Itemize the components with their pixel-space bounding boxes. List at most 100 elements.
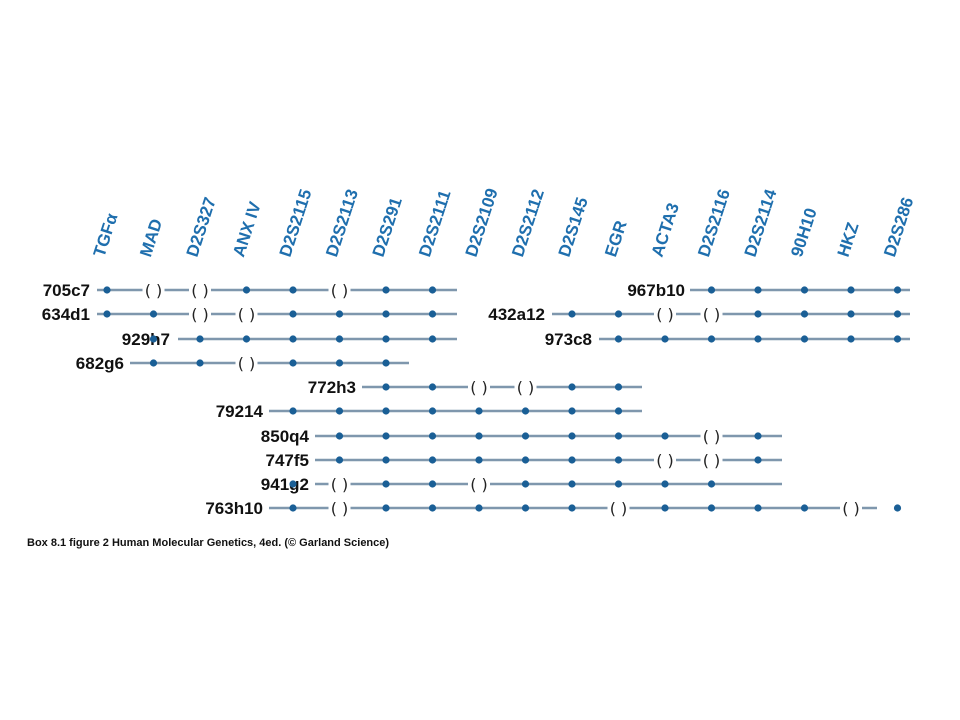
sts-positive-dot [754, 456, 762, 464]
sts-positive-dot [800, 310, 809, 318]
sts-positive-dot [382, 359, 390, 367]
clone-label: 747f5 [266, 451, 309, 470]
sts-positive-dot [335, 407, 344, 415]
marker-label: D2S2113 [322, 187, 362, 259]
sts-positive-dot [196, 335, 204, 343]
sts-positive-dot [428, 286, 437, 294]
marker-label: D2S291 [369, 195, 406, 259]
paren-gap [328, 280, 351, 300]
paren-gap [654, 450, 676, 470]
sts-unscored-paren: ( ) [610, 499, 628, 518]
sts-positive-dot [661, 335, 669, 343]
paren-gap [189, 280, 211, 300]
sts-positive-dot [847, 286, 855, 294]
sts-positive-dot [149, 310, 158, 318]
clone-row: 432a12 ( ) ( ) [488, 304, 910, 324]
sts-positive-dot [568, 480, 576, 488]
sts-positive-dot [335, 335, 344, 343]
sts-positive-dot [754, 335, 762, 343]
marker-label: HKZ [834, 220, 863, 259]
sts-positive-dot [382, 407, 390, 415]
sts-positive-dot [521, 432, 530, 440]
sts-positive-dot [614, 383, 623, 391]
clone-row: 79214 [216, 402, 642, 421]
sts-positive-dot [149, 335, 158, 343]
clone-row: 634d1 ( ) ( ) [42, 304, 457, 324]
marker-label: ANX IV [229, 199, 265, 259]
clone-label: 967b10 [627, 281, 685, 300]
paren-gap [514, 377, 537, 397]
sts-positive-dot [614, 310, 623, 318]
sts-positive-dot [428, 432, 437, 440]
sts-positive-dot [661, 480, 669, 488]
sts-positive-dot [568, 504, 576, 512]
clone-row: 967b10 [627, 281, 910, 300]
clone-row: 705c7 ( ) ( ) ( ) [43, 280, 457, 300]
sts-positive-dot [335, 432, 344, 440]
marker-labels: TGFα MAD D2S327 ANX IV D2S2115 D2S2113 D2S291 D… [90, 186, 918, 259]
sts-positive-dot [289, 504, 297, 512]
marker-label: D2S286 [880, 195, 917, 259]
sts-positive-dot [614, 407, 623, 415]
sts-positive-dot [847, 310, 855, 318]
sts-unscored-paren: ( ) [517, 378, 535, 397]
sts-positive-dot [382, 335, 390, 343]
sts-unscored-paren: ( ) [703, 451, 721, 470]
sts-positive-dot [754, 286, 762, 294]
clone-label: 850q4 [261, 427, 310, 446]
sts-positive-dot [893, 286, 902, 294]
marker-label: D2S145 [555, 195, 592, 259]
sts-positive-dot [428, 407, 437, 415]
sts-unscored-paren: ( ) [238, 305, 256, 324]
paren-gap [142, 280, 165, 300]
marker-label: D2S2115 [276, 187, 316, 259]
clone-row: 941g2 ( ) ( ) [261, 474, 782, 494]
sts-positive-dot [242, 286, 251, 294]
paren-gap [700, 450, 723, 470]
sts-positive-dot [335, 456, 344, 464]
sts-positive-dot [800, 335, 809, 343]
marker-label: D2S2111 [415, 188, 454, 260]
sts-positive-dot [614, 335, 623, 343]
paren-gap [328, 498, 351, 518]
sts-positive-dot [428, 504, 437, 512]
sts-unscored-paren: ( ) [470, 475, 488, 494]
sts-positive-dot [475, 407, 483, 415]
clone-label: 929h7 [122, 330, 170, 349]
paren-gap [840, 498, 862, 518]
sts-unscored-paren: ( ) [331, 281, 349, 300]
sts-positive-dot [335, 310, 344, 318]
sts-positive-dot [428, 335, 437, 343]
sts-positive-dot [893, 504, 902, 512]
sts-positive-dot [521, 480, 530, 488]
sts-positive-dot [428, 383, 437, 391]
sts-positive-dot [521, 456, 530, 464]
sts-positive-dot [103, 310, 111, 318]
marker-label: D2S2112 [508, 187, 548, 259]
marker-label: D2S2114 [741, 186, 781, 259]
sts-positive-dot [614, 480, 623, 488]
sts-unscored-paren: ( ) [191, 281, 209, 300]
sts-unscored-paren: ( ) [703, 305, 721, 324]
sts-positive-dot [707, 480, 716, 488]
sts-positive-dot [661, 432, 669, 440]
sts-positive-dot [382, 286, 390, 294]
sts-positive-dot [428, 480, 437, 488]
marker-label: 90H10 [787, 206, 821, 260]
sts-positive-dot [800, 504, 809, 512]
clone-label: 973c8 [545, 330, 592, 349]
sts-positive-dot [568, 310, 576, 318]
sts-positive-dot [893, 310, 902, 318]
clone-label: 634d1 [42, 305, 90, 324]
sts-unscored-paren: ( ) [238, 354, 256, 373]
sts-positive-dot [382, 310, 390, 318]
sts-positive-dot [521, 504, 530, 512]
sts-unscored-paren: ( ) [656, 451, 674, 470]
clone-row: 973c8 [545, 330, 910, 349]
paren-gap [468, 474, 490, 494]
clone-label: 432a12 [488, 305, 545, 324]
sts-positive-dot [707, 286, 716, 294]
clone-row: 850q4 ( ) [261, 426, 782, 446]
sts-unscored-paren: ( ) [331, 499, 349, 518]
